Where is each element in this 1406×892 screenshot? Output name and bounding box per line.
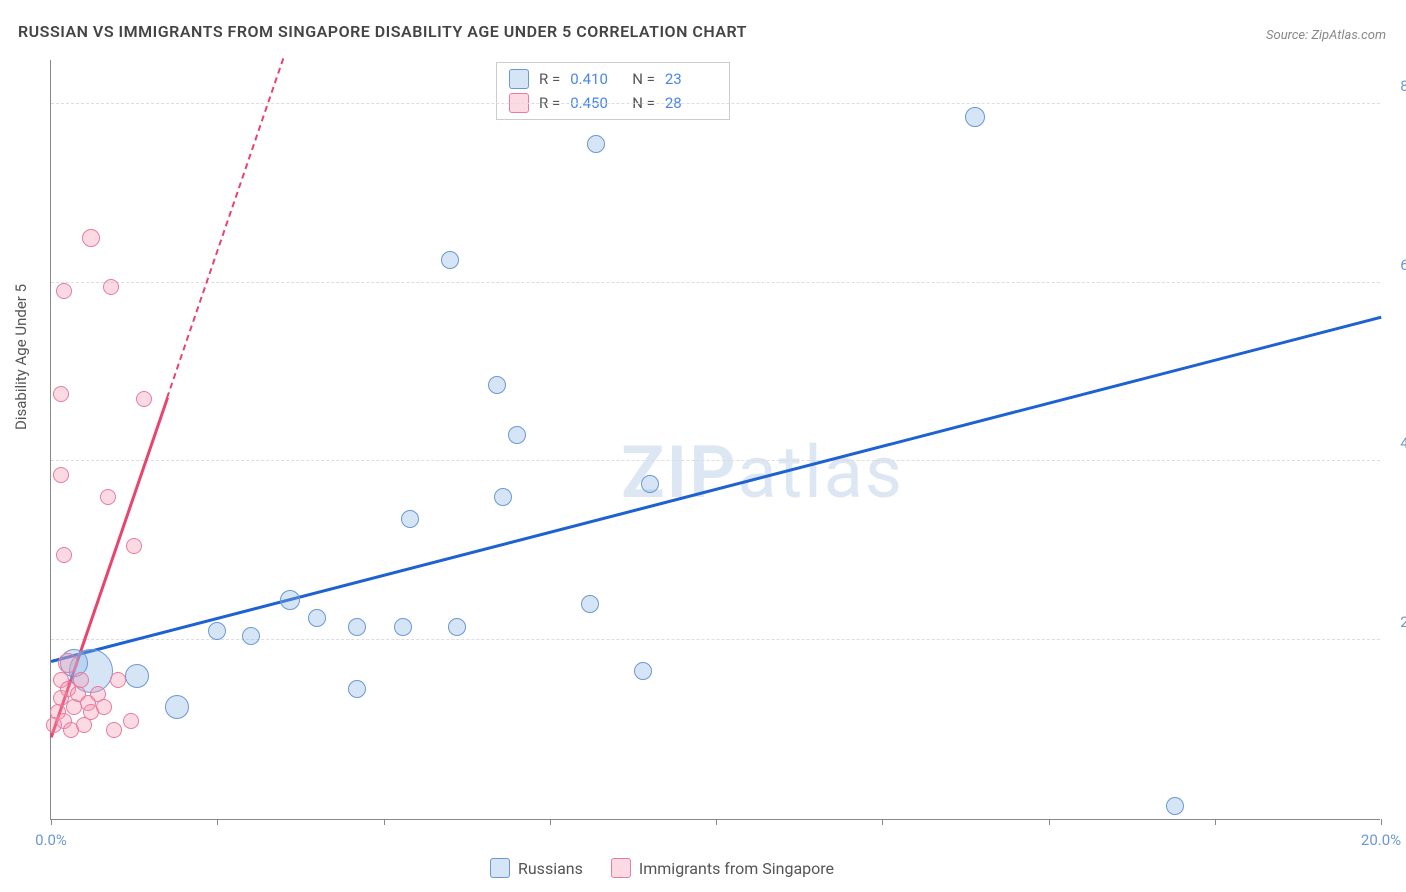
n-value: 23 — [665, 67, 717, 91]
data-point — [123, 713, 139, 729]
data-point — [1166, 797, 1184, 815]
y-tick-label: 2.0% — [1400, 613, 1406, 631]
data-point — [581, 595, 599, 613]
chart-title: RUSSIAN VS IMMIGRANTS FROM SINGAPORE DIS… — [18, 22, 747, 41]
data-point — [103, 279, 119, 295]
legend-series-item: Russians — [490, 858, 583, 878]
data-point — [73, 672, 89, 688]
gridline — [51, 282, 1380, 283]
data-point — [448, 618, 466, 636]
r-value: 0.410 — [570, 67, 622, 91]
y-tick-label: 6.0% — [1400, 256, 1406, 274]
legend-series-item: Immigrants from Singapore — [611, 858, 834, 878]
x-tick — [217, 819, 218, 825]
x-tick-label: 0.0% — [35, 831, 67, 849]
source-attribution: Source: ZipAtlas.com — [1266, 28, 1386, 43]
data-point — [126, 538, 142, 554]
data-point — [348, 680, 366, 698]
data-point — [125, 664, 149, 688]
data-point — [508, 426, 526, 444]
source-name: ZipAtlas.com — [1311, 28, 1386, 43]
data-point — [136, 391, 152, 407]
trend-line-dashed — [166, 58, 284, 398]
x-tick-label: 20.0% — [1361, 831, 1401, 849]
data-point — [53, 467, 69, 483]
gridline — [51, 460, 1380, 461]
data-point — [96, 699, 112, 715]
data-point — [488, 376, 506, 394]
source-prefix: Source: — [1266, 28, 1311, 43]
data-point — [587, 135, 605, 153]
legend-swatch — [611, 858, 631, 878]
data-point — [82, 229, 100, 247]
data-point — [106, 722, 122, 738]
data-point — [634, 662, 652, 680]
data-point — [348, 618, 366, 636]
legend-correlation-row: R = 0.410 N = 23 — [509, 67, 717, 91]
legend-swatch — [509, 69, 529, 89]
y-tick-label: 4.0% — [1400, 434, 1406, 452]
data-point — [308, 609, 326, 627]
data-point — [165, 695, 189, 719]
data-point — [208, 622, 226, 640]
legend-series: Russians Immigrants from Singapore — [490, 858, 834, 878]
data-point — [401, 510, 419, 528]
y-tick-label: 8.0% — [1400, 77, 1406, 95]
data-point — [641, 475, 659, 493]
trend-line — [51, 316, 1382, 663]
data-point — [280, 590, 300, 610]
r-label: R = — [539, 67, 560, 91]
x-tick — [384, 819, 385, 825]
legend-swatch — [490, 858, 510, 878]
data-point — [100, 489, 116, 505]
data-point — [58, 653, 78, 673]
data-point — [56, 547, 72, 563]
data-point — [53, 386, 69, 402]
x-tick — [1049, 819, 1050, 825]
x-tick — [1215, 819, 1216, 825]
data-point — [110, 672, 126, 688]
x-tick — [882, 819, 883, 825]
legend-series-label: Immigrants from Singapore — [639, 859, 834, 878]
watermark-bold: ZIP — [621, 430, 737, 515]
x-tick — [550, 819, 551, 825]
data-point — [965, 107, 985, 127]
gridline — [51, 103, 1380, 104]
plot-area: ZIPatlas R =0.410N =23R =0.450N =28 2.0%… — [50, 60, 1380, 820]
legend-series-label: Russians — [518, 859, 583, 878]
data-point — [441, 251, 459, 269]
x-tick — [1381, 819, 1382, 825]
data-point — [242, 627, 260, 645]
data-point — [56, 283, 72, 299]
watermark-rest: atlas — [737, 430, 904, 515]
data-point — [494, 488, 512, 506]
x-tick — [51, 819, 52, 825]
data-point — [394, 618, 412, 636]
y-axis-label: Disability Age Under 5 — [12, 284, 30, 430]
x-tick — [716, 819, 717, 825]
legend-correlation: R =0.410N =23R =0.450N =28 — [496, 62, 730, 120]
n-label: N = — [632, 67, 655, 91]
